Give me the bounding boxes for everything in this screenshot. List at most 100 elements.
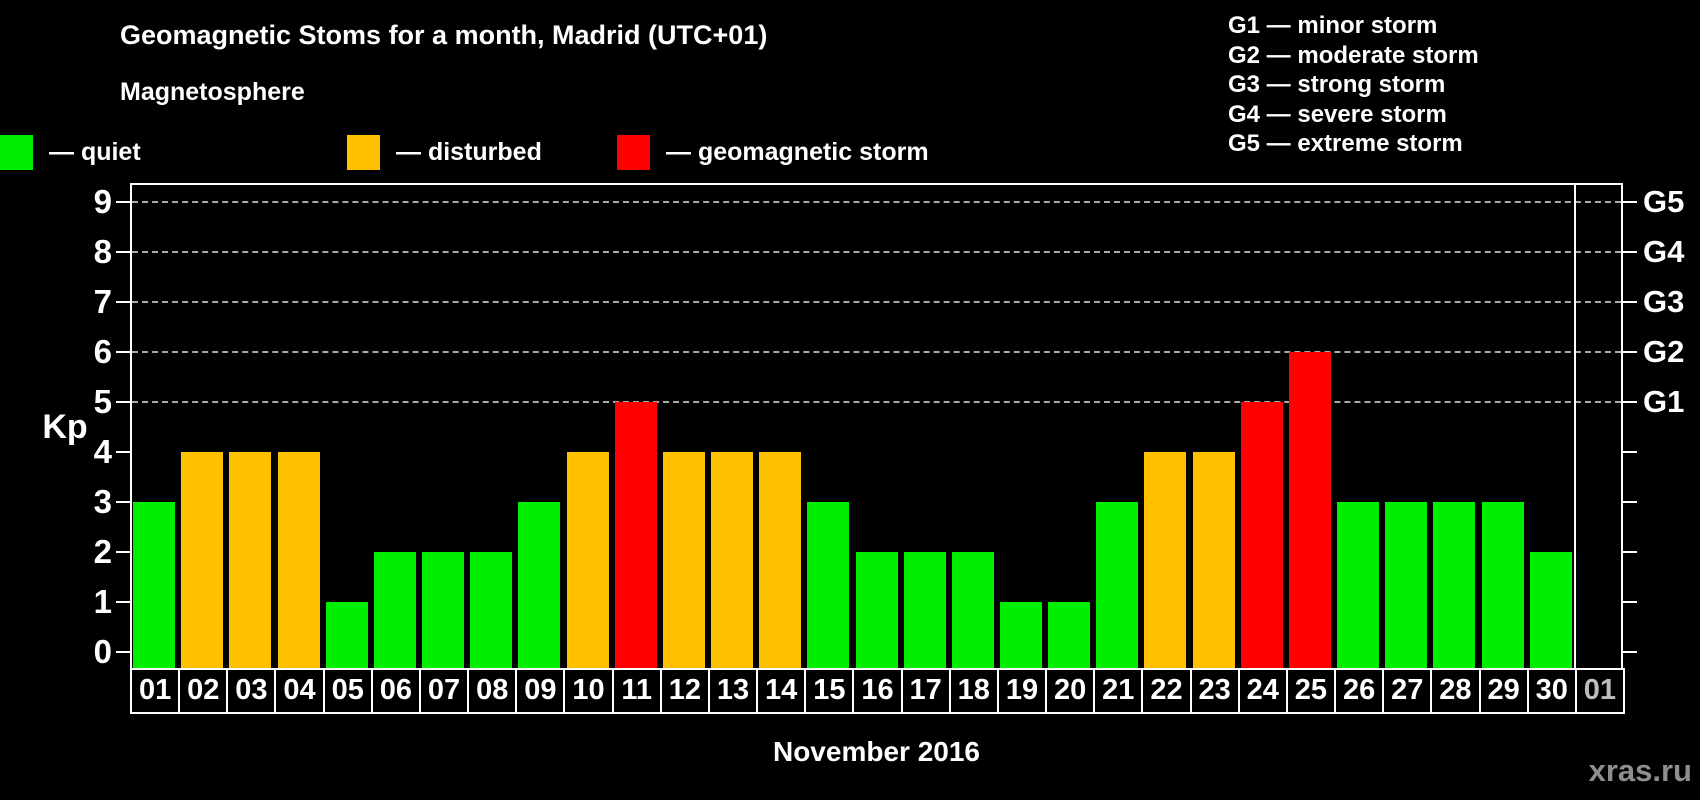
day-label-28: 28 [1430, 668, 1481, 714]
kp-bar-day-30 [1529, 552, 1572, 670]
day-label-next-month-01: 01 [1574, 668, 1625, 714]
left-axis-tick-8 [116, 251, 130, 253]
disturbed-legend-label: — disturbed [396, 137, 542, 166]
left-axis-tick-1 [116, 601, 130, 603]
day-label-22: 22 [1141, 668, 1192, 714]
month-boundary-line [1573, 183, 1576, 670]
gridline-kp8 [132, 251, 1621, 253]
day-label-27: 27 [1382, 668, 1433, 714]
day-label-19: 19 [996, 668, 1048, 714]
day-label-08: 08 [467, 668, 518, 714]
day-label-29: 29 [1478, 668, 1529, 714]
day-label-05: 05 [322, 668, 373, 714]
g4-legend-line: G4 — severe storm [1228, 100, 1447, 128]
x-axis-title: November 2016 [772, 736, 980, 767]
day-label-25: 25 [1285, 668, 1337, 714]
day-label-20: 20 [1045, 668, 1096, 714]
left-axis-tick-0 [116, 651, 130, 653]
kp-bar-day-19 [999, 602, 1042, 670]
y-tick-label-1: 1 [93, 583, 112, 620]
right-axis-tick-9 [1623, 201, 1637, 203]
g2-legend-line: G2 — moderate storm [1228, 41, 1479, 69]
kp-bar-day-22 [1144, 452, 1187, 670]
left-axis-tick-7 [116, 301, 130, 303]
kp-bar-day-13 [711, 452, 754, 670]
kp-bar-day-14 [759, 452, 802, 670]
right-axis-tick-2 [1623, 551, 1637, 553]
day-label-30: 30 [1526, 668, 1577, 714]
right-axis-tick-7 [1623, 301, 1637, 303]
right-axis-tick-3 [1623, 501, 1637, 503]
kp-bar-day-07 [422, 552, 465, 670]
disturbed-color-swatch [347, 134, 380, 170]
legend-item-disturbed: — disturbed [347, 134, 542, 170]
right-axis-tick-8 [1623, 251, 1637, 253]
day-label-24: 24 [1237, 668, 1288, 714]
day-label-23: 23 [1189, 668, 1240, 714]
day-label-18: 18 [948, 668, 999, 714]
y-tick-label-5: 5 [93, 383, 112, 420]
kp-bar-day-28 [1433, 502, 1476, 670]
storm-legend-label: — geomagnetic storm [666, 137, 929, 166]
storm-scale-legend: G1 — minor storm G2 — moderate storm G3 … [1228, 11, 1479, 159]
day-label-04: 04 [274, 668, 325, 714]
g-scale-label-G3: G3 [1643, 284, 1685, 319]
kp-bar-day-02 [181, 452, 224, 670]
kp-bar-day-15 [807, 502, 850, 670]
g5-legend-line: G5 — extreme storm [1228, 130, 1463, 158]
storm-color-swatch [617, 134, 650, 170]
legend-item-quiet: — quiet [0, 134, 141, 170]
kp-bar-day-01 [133, 502, 176, 670]
day-label-09: 09 [515, 668, 566, 714]
left-axis-tick-5 [116, 401, 130, 403]
day-label-07: 07 [418, 668, 470, 714]
kp-bar-day-11 [614, 402, 657, 670]
quiet-legend-label: — quiet [49, 137, 141, 166]
y-tick-label-2: 2 [93, 533, 112, 570]
kp-bar-day-17 [903, 552, 946, 670]
gridline-kp7 [132, 301, 1621, 303]
day-label-15: 15 [804, 668, 855, 714]
gridline-kp5 [132, 401, 1621, 403]
day-label-10: 10 [563, 668, 614, 714]
kp-bar-day-20 [1048, 602, 1091, 670]
kp-bar-day-12 [662, 452, 705, 670]
g-scale-label-G2: G2 [1643, 334, 1685, 369]
day-label-01: 01 [130, 668, 181, 714]
kp-bar-day-05 [325, 602, 368, 670]
day-label-12: 12 [659, 668, 710, 714]
kp-bar-day-09 [518, 502, 561, 670]
left-axis-tick-3 [116, 501, 130, 503]
g3-legend-line: G3 — strong storm [1228, 71, 1446, 99]
magnetosphere-legend-heading: Magnetosphere [120, 78, 305, 106]
g-scale-label-G5: G5 [1643, 184, 1685, 219]
left-axis-tick-9 [116, 201, 130, 203]
right-axis-tick-6 [1623, 351, 1637, 353]
kp-bar-day-10 [566, 452, 609, 670]
kp-bar-day-04 [277, 452, 320, 670]
y-tick-label-3: 3 [93, 483, 112, 520]
kp-bar-day-25 [1288, 352, 1331, 670]
right-axis-tick-4 [1623, 451, 1637, 453]
kp-bar-day-24 [1240, 402, 1283, 670]
left-axis-tick-4 [116, 451, 130, 453]
kp-bar-day-23 [1192, 452, 1235, 670]
day-label-11: 11 [611, 668, 662, 714]
kp-bar-day-08 [470, 552, 513, 670]
kp-bar-day-06 [373, 552, 416, 670]
kp-bar-day-29 [1481, 502, 1524, 670]
day-label-17: 17 [900, 668, 951, 714]
right-axis-tick-0 [1623, 651, 1637, 653]
quiet-color-swatch [0, 134, 33, 170]
right-axis-tick-1 [1623, 601, 1637, 603]
g-scale-label-G4: G4 [1643, 234, 1685, 269]
y-tick-label-9: 9 [93, 183, 112, 220]
legend-item-storm: — geomagnetic storm [617, 134, 929, 170]
y-tick-label-7: 7 [93, 283, 112, 320]
right-axis-tick-5 [1623, 401, 1637, 403]
day-label-02: 02 [178, 668, 229, 714]
day-label-26: 26 [1334, 668, 1385, 714]
day-label-16: 16 [852, 668, 903, 714]
